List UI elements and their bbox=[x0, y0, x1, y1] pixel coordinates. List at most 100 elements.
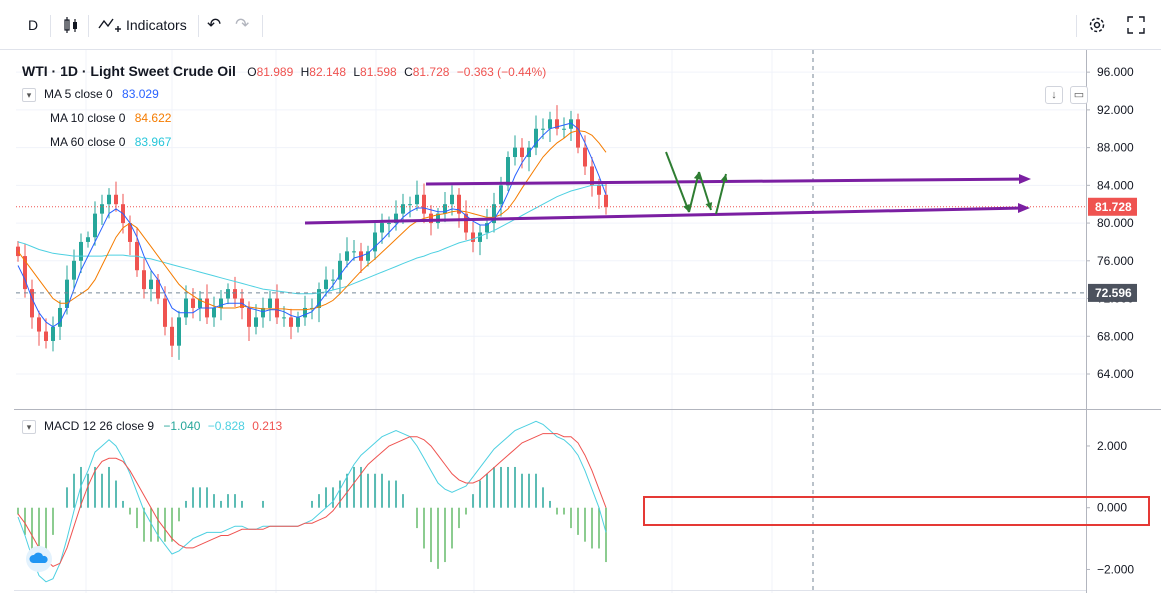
candle-body bbox=[261, 307, 265, 318]
undo-icon: ↶ bbox=[207, 15, 222, 34]
ohlc-c-value: 81.728 bbox=[412, 65, 450, 79]
candle-body bbox=[254, 317, 258, 327]
ma60-legend[interactable]: MA 60 close 0 83.967 bbox=[50, 135, 171, 149]
macd-value-1: −1.040 bbox=[163, 419, 201, 433]
price-tick-label: 80.000 bbox=[1097, 216, 1134, 230]
candle-body bbox=[233, 289, 237, 299]
indicators-icon bbox=[98, 18, 121, 32]
collapse-legend-toggle[interactable]: ▾ bbox=[22, 87, 36, 102]
settings-button[interactable] bbox=[1087, 12, 1107, 38]
candle-body bbox=[149, 279, 153, 290]
lower-trend-arrow-head bbox=[1018, 203, 1030, 213]
interval-label: D bbox=[28, 17, 39, 33]
lower-trend-arrow bbox=[304, 206, 1025, 225]
price-change: −0.363 (−0.44%) bbox=[456, 65, 547, 79]
candle-body bbox=[366, 251, 370, 261]
candle-body bbox=[499, 185, 503, 205]
candle-body bbox=[226, 289, 230, 299]
candle-body bbox=[303, 307, 307, 318]
candle-body bbox=[44, 331, 48, 341]
toolbar-divider bbox=[50, 15, 51, 37]
candle-body bbox=[16, 246, 20, 257]
candle-body bbox=[583, 147, 587, 167]
chart-area[interactable]: 96.00092.00088.00084.00080.00076.00072.0… bbox=[14, 50, 1161, 593]
candle-body bbox=[72, 260, 76, 280]
gear-icon bbox=[1089, 17, 1105, 33]
zigzag-arrow-1 bbox=[665, 151, 690, 213]
candle-body bbox=[247, 307, 251, 327]
fullscreen-button[interactable] bbox=[1127, 12, 1145, 38]
toolbar-divider bbox=[1076, 15, 1077, 37]
grid-layer bbox=[16, 50, 1085, 593]
candle-body bbox=[513, 147, 517, 158]
last-price-label: 81.728 bbox=[1095, 200, 1132, 214]
ma5-legend[interactable]: ▾ MA 5 close 0 83.029 bbox=[22, 87, 159, 102]
candle-body bbox=[142, 270, 146, 290]
candle-body bbox=[93, 213, 97, 238]
tradingview-logo[interactable] bbox=[26, 546, 52, 572]
candle-body bbox=[394, 213, 398, 224]
crosshair-price-badge bbox=[1088, 283, 1137, 302]
maximize-icon: ▭ bbox=[1073, 89, 1085, 101]
collapse-macd-toggle[interactable]: ▾ bbox=[22, 419, 36, 434]
price-tick-label: 92.000 bbox=[1097, 103, 1134, 117]
macd-tick-label: −2.000 bbox=[1097, 562, 1134, 576]
ohlc-o-label: O bbox=[247, 65, 257, 79]
macd-legend[interactable]: ▾ MACD 12 26 close 9 −1.040 −0.828 0.213 bbox=[22, 419, 282, 434]
candle-body bbox=[373, 232, 377, 252]
candle-body bbox=[289, 317, 293, 327]
candle-body bbox=[198, 298, 202, 308]
ma10-line bbox=[17, 130, 607, 311]
ohlc-l-label: L bbox=[353, 65, 361, 79]
candle-body bbox=[338, 260, 342, 280]
ohlc-c-label: C bbox=[404, 65, 413, 79]
price-tick-label: 88.000 bbox=[1097, 141, 1134, 155]
candle-body bbox=[457, 194, 461, 214]
indicators-label: Indicators bbox=[126, 17, 187, 33]
candle-body bbox=[65, 279, 69, 308]
candles-style-button[interactable] bbox=[62, 12, 80, 38]
candle-body bbox=[296, 317, 300, 327]
candle-body bbox=[345, 251, 349, 261]
interval-button[interactable]: D bbox=[28, 12, 38, 38]
candle-body bbox=[324, 279, 328, 290]
candle-body bbox=[191, 298, 195, 308]
indicators-button[interactable]: Indicators bbox=[98, 12, 187, 38]
candle-body bbox=[534, 128, 538, 148]
candle-body bbox=[604, 194, 608, 208]
candle-body bbox=[562, 128, 566, 130]
candle-body bbox=[401, 204, 405, 214]
ma10-legend[interactable]: MA 10 close 0 84.622 bbox=[50, 111, 171, 125]
candle-body bbox=[471, 232, 475, 242]
candle-body bbox=[107, 194, 111, 205]
ohlc-o-value: 81.989 bbox=[256, 65, 294, 79]
crosshair-price-label: 72.596 bbox=[1095, 286, 1132, 300]
macd-value-2: −0.828 bbox=[207, 419, 245, 433]
macd-pane bbox=[17, 420, 607, 583]
toolbar-divider bbox=[262, 15, 263, 37]
toolbar-divider bbox=[88, 15, 89, 37]
undo-button[interactable]: ↶ bbox=[207, 12, 221, 38]
cloud-logo-icon bbox=[29, 552, 48, 563]
candle-body bbox=[576, 119, 580, 148]
candle-body bbox=[485, 223, 489, 233]
move-down-button[interactable]: ↓ bbox=[1045, 86, 1063, 104]
arrow-down-icon: ↓ bbox=[1051, 89, 1057, 101]
fullscreen-icon bbox=[1127, 16, 1145, 34]
candle-body bbox=[450, 194, 454, 205]
candle-body bbox=[548, 119, 552, 129]
candle-body bbox=[86, 237, 90, 242]
ma60-label: MA 60 close 0 bbox=[50, 135, 126, 149]
toolbar-divider bbox=[198, 15, 199, 37]
ma5-value: 83.029 bbox=[122, 87, 159, 101]
macd-tick-label: 2.000 bbox=[1097, 439, 1127, 453]
axes-layer: 96.00092.00088.00084.00080.00076.00072.0… bbox=[14, 50, 1161, 593]
symbol-legend: WTI · 1D · Light Sweet Crude Oil O81.989… bbox=[22, 63, 546, 79]
upper-trend-arrow bbox=[425, 177, 1026, 186]
candle-body bbox=[590, 166, 594, 186]
redo-button[interactable]: ↷ bbox=[235, 12, 249, 38]
maximize-pane-button[interactable]: ▭ bbox=[1070, 86, 1088, 104]
candle-body bbox=[114, 194, 118, 205]
annotations-layer bbox=[304, 50, 1150, 593]
candle-body bbox=[380, 223, 384, 233]
